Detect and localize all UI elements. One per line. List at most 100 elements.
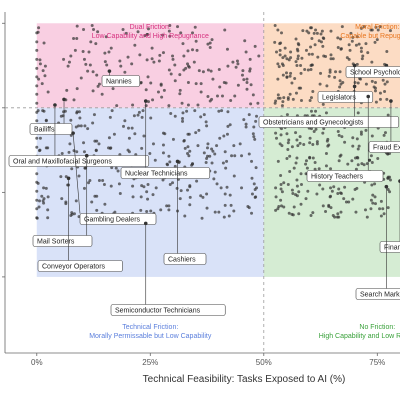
data-point [133, 132, 137, 136]
data-point [158, 53, 162, 57]
data-point [277, 65, 281, 69]
data-point [385, 97, 389, 101]
data-point [292, 205, 296, 209]
data-point [378, 25, 382, 29]
data-point [182, 139, 186, 143]
data-point [132, 114, 136, 118]
data-point [188, 195, 192, 199]
callout-label: Oral and Maxillofacial Surgeons [13, 159, 112, 166]
data-point [231, 60, 235, 64]
callout-label: Fraud Ex [373, 145, 400, 152]
data-point [250, 159, 254, 163]
data-point [364, 128, 368, 132]
data-point [86, 69, 90, 73]
data-point [250, 176, 254, 180]
data-point [373, 202, 377, 206]
data-point [254, 195, 258, 199]
data-point [167, 104, 171, 108]
data-point [278, 42, 282, 46]
data-point [294, 60, 298, 64]
data-point [108, 115, 112, 119]
data-point [223, 28, 227, 32]
data-point [178, 88, 182, 92]
data-point [165, 162, 169, 166]
data-point [309, 127, 313, 131]
data-point [82, 27, 86, 31]
data-point [282, 181, 286, 185]
data-point [40, 194, 44, 198]
data-point [257, 54, 261, 58]
data-point [199, 115, 203, 119]
data-point [294, 37, 298, 41]
data-point [37, 205, 41, 209]
data-point [343, 185, 347, 189]
data-point [354, 210, 358, 214]
data-point [102, 182, 106, 186]
data-point [348, 48, 352, 52]
data-point [281, 100, 285, 104]
data-point [314, 109, 318, 113]
data-point [143, 34, 147, 38]
data-point [90, 24, 94, 28]
data-point [110, 166, 114, 170]
data-point [42, 41, 46, 45]
data-point [309, 96, 313, 100]
data-point [181, 42, 185, 46]
data-point [285, 157, 289, 161]
data-point [41, 199, 45, 203]
data-point [229, 203, 233, 207]
data-point [301, 29, 305, 33]
data-point [146, 27, 150, 31]
data-point [64, 202, 68, 206]
data-point [283, 46, 287, 50]
data-point [324, 55, 328, 59]
data-point [250, 211, 254, 215]
data-point [83, 166, 87, 170]
data-point [223, 192, 227, 196]
labeled-point [62, 97, 66, 102]
data-point [375, 38, 379, 42]
data-point [280, 104, 284, 108]
data-point [88, 179, 92, 183]
data-point [162, 88, 166, 92]
data-point [151, 193, 155, 197]
data-point [191, 48, 195, 52]
data-point [351, 136, 355, 140]
data-point [315, 142, 319, 146]
data-point [314, 28, 318, 32]
data-point [42, 186, 46, 190]
labeled-point [175, 159, 180, 164]
data-point [245, 87, 249, 91]
data-point [276, 93, 280, 97]
data-point [206, 95, 210, 99]
data-point [168, 34, 172, 38]
data-point [248, 57, 252, 61]
data-point [38, 199, 42, 203]
data-point [298, 135, 302, 139]
data-point [329, 29, 333, 33]
data-point [205, 146, 209, 150]
data-point [329, 53, 333, 57]
data-point [343, 140, 347, 144]
data-point [232, 144, 236, 148]
data-point [96, 30, 100, 34]
data-point [289, 56, 293, 60]
data-point [285, 113, 289, 117]
data-point [276, 62, 280, 66]
data-point [37, 77, 41, 81]
data-point [194, 131, 198, 135]
data-point [131, 103, 135, 107]
data-point [89, 40, 93, 44]
data-point [278, 53, 282, 57]
data-point [371, 201, 375, 205]
data-point [169, 111, 173, 115]
data-point [360, 162, 364, 166]
data-point [287, 58, 291, 62]
data-point [82, 186, 86, 190]
callout-label: Cashiers [168, 257, 196, 264]
data-point [383, 89, 387, 93]
data-point [308, 141, 312, 145]
data-point [359, 26, 363, 30]
data-point [336, 212, 340, 216]
